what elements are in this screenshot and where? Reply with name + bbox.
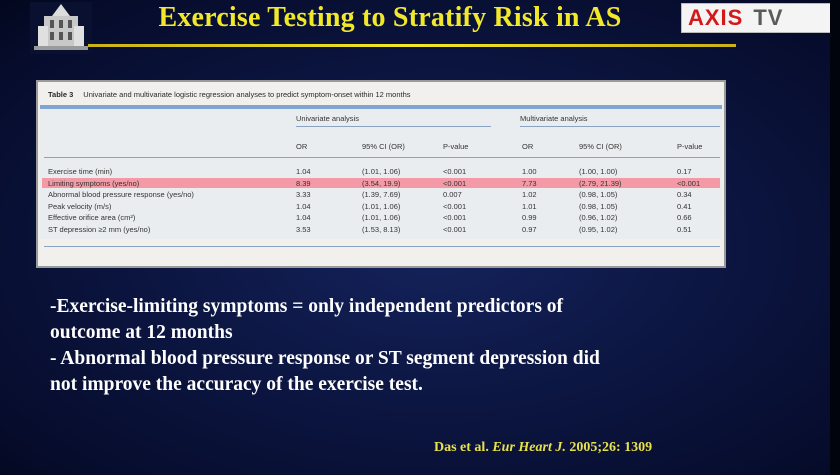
group-multivariate-rule: [520, 126, 720, 127]
table-cell: 0.51: [677, 224, 692, 234]
table-cell: 1.04: [296, 213, 311, 222]
table-cell: 3.33: [296, 190, 311, 199]
table-cell: <0.001: [443, 201, 467, 211]
table-cell: (2.79, 21.39): [579, 178, 622, 188]
table-cell: (0.95, 1.02): [579, 224, 618, 234]
regression-table: Table 3 Univariate and multivariate logis…: [36, 80, 726, 268]
table-bottom-rule: [44, 246, 720, 247]
table-cell: 0.34: [677, 190, 692, 199]
col-header: P-value: [443, 142, 469, 151]
row-highlight: [42, 178, 720, 188]
table-cell: 0.007: [443, 190, 462, 199]
bullet-list: -Exercise-limiting symptoms = only indep…: [50, 294, 750, 398]
logo-brand-right: TV: [753, 5, 784, 30]
col-header: OR: [522, 142, 534, 151]
table-cell: 1.01: [522, 201, 537, 211]
title-underline: [88, 44, 736, 47]
slide-title: Exercise Testing to Stratify Risk in AS: [158, 2, 622, 33]
table-cell: 8.39: [296, 178, 311, 188]
table-cell: 0.97: [522, 224, 537, 234]
row-label: Limiting symptoms (yes/no): [48, 178, 140, 188]
table-cell: (1.01, 1.06): [362, 167, 401, 176]
table-caption: Table 3 Univariate and multivariate logis…: [48, 90, 411, 99]
table-cell: (0.98, 1.05): [579, 190, 618, 199]
citation: Das et al. Eur Heart J. 2005;26: 1309: [434, 440, 754, 456]
bullet-2-line-1: - Abnormal blood pressure response or ST…: [50, 348, 600, 369]
col-header: 95% CI (OR): [579, 142, 622, 151]
table-cell: 0.99: [522, 213, 537, 222]
row-label: Exercise time (min): [48, 167, 113, 176]
table-cell: <0.001: [443, 213, 467, 222]
table-caption-text: Univariate and multivariate logistic reg…: [83, 90, 411, 99]
table-cell: <0.001: [443, 178, 467, 188]
table-cell: 1.04: [296, 201, 311, 211]
group-univariate-rule: [296, 126, 491, 127]
table-cell: (1.39, 7.69): [362, 190, 401, 199]
table-cell: (1.53, 8.13): [362, 224, 401, 234]
table-cell: 7.73: [522, 178, 537, 188]
table-cell: (1.01, 1.06): [362, 201, 401, 211]
table-cell: (0.96, 1.02): [579, 213, 618, 222]
row-label: Peak velocity (m/s): [48, 201, 112, 211]
row-label: ST depression ≥2 mm (yes/no): [48, 224, 151, 234]
table-cell: 0.41: [677, 201, 692, 211]
row-label: Abnormal blood pressure response (yes/no…: [48, 190, 194, 199]
table-cell: 0.17: [677, 167, 692, 176]
table-cell: <0.001: [677, 178, 701, 188]
table-header-band: [40, 105, 722, 109]
table-cell: <0.001: [443, 167, 467, 176]
col-header: OR: [296, 142, 308, 151]
bullet-1-line-2: outcome at 12 months: [50, 322, 233, 343]
bullet-1-line-1: -Exercise-limiting symptoms = only indep…: [50, 296, 564, 317]
group-univariate: Univariate analysis: [296, 114, 359, 123]
logo-brand-left: AXIS: [688, 5, 744, 30]
col-header: P-value: [677, 142, 703, 151]
row-label: Effective orifice area (cm²): [48, 213, 136, 222]
axis-tv-logo: AXIS TV: [681, 3, 833, 33]
table-cell: (0.98, 1.05): [579, 201, 618, 211]
group-multivariate: Multivariate analysis: [520, 114, 588, 123]
citation-ref: 2005;26: 1309: [569, 440, 653, 455]
table-cell: (3.54, 19.9): [362, 178, 401, 188]
citation-journal: Eur Heart J.: [492, 440, 566, 455]
frame-edge: [830, 0, 840, 475]
table-cell: 0.66: [677, 213, 692, 222]
citation-authors: Das et al.: [434, 440, 489, 455]
table-cell: 1.04: [296, 167, 311, 176]
building-emblem-icon: [30, 2, 92, 54]
bullet-2-line-2: not improve the accuracy of the exercise…: [50, 374, 423, 395]
table-label: Table 3: [48, 90, 74, 99]
table-cell: 1.02: [522, 190, 537, 199]
table-cell: (1.01, 1.06): [362, 213, 401, 222]
table-cell: <0.001: [443, 224, 467, 234]
col-header: 95% CI (OR): [362, 142, 405, 151]
header-rule: [44, 157, 720, 158]
table-cell: 1.00: [522, 167, 537, 176]
table-cell: 3.53: [296, 224, 311, 234]
table-cell: (1.00, 1.00): [579, 167, 618, 176]
table-body-shade: [40, 109, 722, 239]
